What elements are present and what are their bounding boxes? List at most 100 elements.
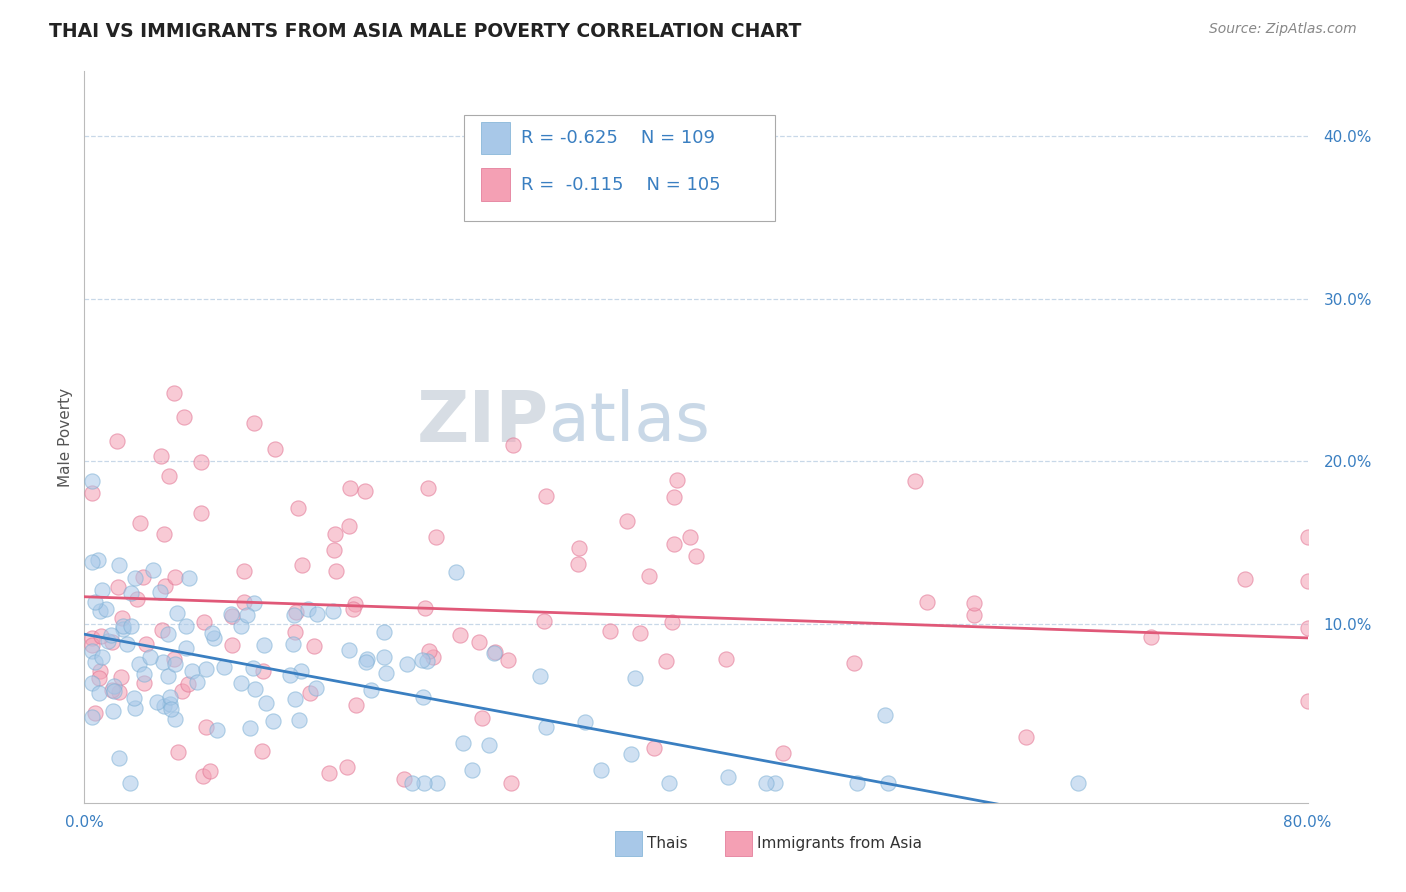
Point xyxy=(166,607,188,621)
Point xyxy=(80,474,103,488)
Point xyxy=(176,677,198,691)
Point xyxy=(132,570,155,584)
Point xyxy=(297,602,319,616)
Point xyxy=(80,631,103,645)
Point xyxy=(242,416,264,430)
Point xyxy=(124,571,146,585)
Point xyxy=(120,585,142,599)
Point xyxy=(339,481,361,495)
Point xyxy=(163,713,186,727)
Point xyxy=(243,597,266,611)
Point xyxy=(135,637,157,651)
Point xyxy=(291,558,314,573)
Point xyxy=(201,625,224,640)
Point xyxy=(323,543,346,558)
Point xyxy=(80,638,103,652)
Point xyxy=(772,747,794,761)
Point xyxy=(125,592,148,607)
Point xyxy=(484,645,506,659)
Point xyxy=(82,675,104,690)
Point xyxy=(91,583,114,598)
Point xyxy=(662,490,685,504)
Point xyxy=(174,618,197,632)
Point xyxy=(568,541,591,555)
Text: ZIP: ZIP xyxy=(418,388,550,457)
Point xyxy=(108,751,131,765)
Point xyxy=(100,628,122,642)
Point xyxy=(288,713,311,727)
Point xyxy=(284,624,307,639)
Point xyxy=(153,579,176,593)
Point xyxy=(186,675,208,690)
Point xyxy=(444,566,467,580)
Point xyxy=(94,602,117,616)
Point xyxy=(80,556,103,570)
Point xyxy=(89,604,111,618)
Point xyxy=(717,770,740,784)
Point xyxy=(461,764,484,778)
Point xyxy=(152,699,174,714)
Point xyxy=(156,669,179,683)
Point xyxy=(373,650,395,665)
Point xyxy=(160,702,183,716)
Point xyxy=(159,697,181,711)
Point xyxy=(468,635,491,649)
Point xyxy=(356,652,378,666)
Point xyxy=(643,741,665,756)
Point xyxy=(422,649,444,664)
Point xyxy=(87,671,110,685)
Point xyxy=(115,637,138,651)
Point xyxy=(167,745,190,759)
Point xyxy=(290,664,312,678)
Point xyxy=(120,618,142,632)
Point xyxy=(685,549,707,564)
Text: THAI VS IMMIGRANTS FROM ASIA MALE POVERTY CORRELATION CHART: THAI VS IMMIGRANTS FROM ASIA MALE POVERT… xyxy=(49,22,801,41)
Point xyxy=(533,614,555,628)
Point xyxy=(150,449,173,463)
Point xyxy=(152,655,174,669)
Point xyxy=(337,519,360,533)
Point xyxy=(302,639,325,653)
Point xyxy=(172,684,194,698)
Point xyxy=(103,679,125,693)
Point xyxy=(262,714,284,728)
Point xyxy=(714,652,737,666)
Point xyxy=(567,557,589,571)
Point xyxy=(915,594,938,608)
Point xyxy=(482,646,505,660)
Point xyxy=(110,670,132,684)
Point xyxy=(163,569,186,583)
FancyBboxPatch shape xyxy=(481,169,510,201)
Point xyxy=(156,627,179,641)
Point xyxy=(322,604,344,618)
Point xyxy=(904,475,927,489)
Point xyxy=(207,723,229,737)
Point xyxy=(108,558,131,572)
Point xyxy=(153,526,176,541)
Point xyxy=(655,654,678,668)
Point xyxy=(149,585,172,599)
Point xyxy=(574,714,596,729)
Text: Immigrants from Asia: Immigrants from Asia xyxy=(758,837,922,851)
Point xyxy=(97,633,120,648)
Text: R = -0.625    N = 109: R = -0.625 N = 109 xyxy=(522,129,716,147)
Point xyxy=(87,552,110,566)
Point xyxy=(415,654,437,668)
Point xyxy=(283,608,305,623)
Point xyxy=(253,638,276,652)
Text: atlas: atlas xyxy=(550,390,710,456)
Point xyxy=(323,527,346,541)
Point xyxy=(298,686,321,700)
Point xyxy=(846,776,869,790)
Point xyxy=(181,664,204,678)
Point xyxy=(101,704,124,718)
Point xyxy=(190,455,212,469)
Point xyxy=(318,765,340,780)
Point xyxy=(502,438,524,452)
Point xyxy=(250,744,273,758)
Point xyxy=(252,664,274,678)
Point xyxy=(284,605,307,619)
Point xyxy=(231,618,253,632)
Point xyxy=(1067,776,1090,790)
Point xyxy=(337,642,360,657)
